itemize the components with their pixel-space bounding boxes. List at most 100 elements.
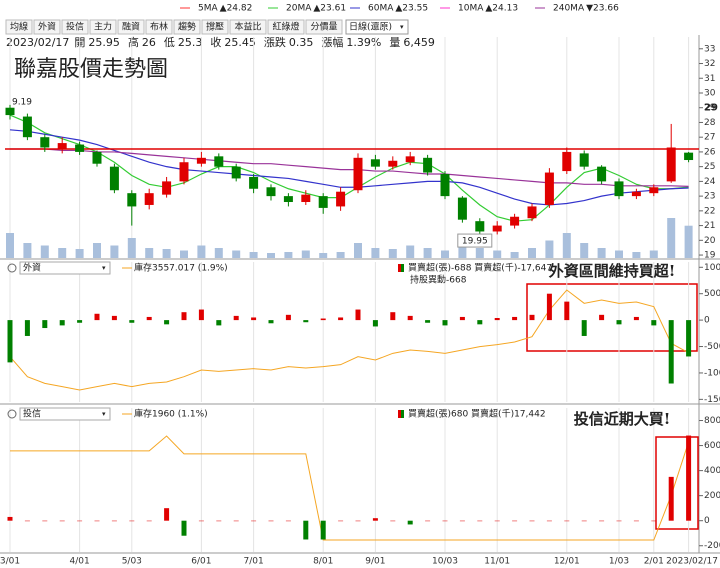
net-bar (651, 320, 657, 326)
y-tick-label: 27 (704, 133, 715, 143)
net-bar (320, 318, 326, 321)
net-bar (616, 520, 622, 522)
toolbar-button[interactable] (61, 19, 89, 35)
y-tick-label: 200 (704, 491, 720, 501)
net-bar (77, 320, 83, 323)
net-bar (285, 314, 291, 321)
net-bar (459, 520, 465, 522)
toolbar-button-label[interactable]: 本益比 (234, 21, 261, 33)
y-tick-label: 500 (704, 289, 720, 299)
toolbar-button-label[interactable]: 紅綠燈 (272, 21, 299, 33)
volume-bar (371, 248, 380, 258)
candle-body (231, 166, 241, 179)
toolbar-button-label[interactable]: 融資 (122, 21, 140, 33)
net-bar (146, 316, 152, 321)
net-bar (633, 316, 639, 321)
candle-body (457, 197, 467, 220)
net-bar (390, 520, 396, 522)
toolbar-button-label[interactable]: 布林 (150, 21, 168, 33)
toolbar-button-label[interactable]: 分價量 (310, 22, 337, 33)
net-bar (233, 520, 239, 522)
net-bar (164, 508, 170, 521)
net-bar (686, 320, 692, 357)
candle-body (249, 176, 259, 189)
net-bar (442, 320, 448, 326)
volume-bar (301, 250, 310, 258)
toolbar-button-label[interactable]: 主力 (94, 21, 112, 33)
volume-bar (214, 248, 223, 258)
toolbar-button[interactable] (305, 19, 343, 35)
net-bar (494, 520, 500, 522)
y-tick-label: 24 (704, 177, 716, 187)
net-bar (494, 318, 500, 321)
y-tick-label: 33 (704, 44, 715, 54)
legend-value: ▲23.61 (313, 4, 346, 14)
y-tick-label: 32 (704, 59, 715, 69)
toolbar-button[interactable] (89, 19, 117, 35)
net-bar (616, 320, 622, 325)
toolbar-button-label[interactable]: 撐壓 (206, 21, 224, 33)
toolbar-button[interactable] (5, 19, 33, 35)
toolbar-button[interactable] (117, 19, 145, 35)
volume-bar (40, 245, 49, 258)
period-select-label[interactable]: 日線(還原) (349, 21, 392, 33)
x-tick-label: 11/01 (484, 557, 510, 567)
net-bar (338, 317, 344, 321)
pane-title[interactable]: 投信 (23, 408, 41, 420)
net-bar (564, 301, 570, 321)
toolbar-button-label[interactable]: 趨勢 (178, 21, 196, 33)
net-bar (7, 516, 13, 521)
net-bar (407, 315, 413, 321)
ma-line (9, 114, 689, 222)
info-value: 6,459 (403, 36, 435, 49)
close-icon[interactable] (7, 409, 17, 419)
source-select[interactable] (19, 261, 111, 275)
net-bar (425, 320, 431, 323)
toolbar-button[interactable] (229, 19, 267, 35)
toolbar-button[interactable] (33, 19, 61, 35)
x-tick-label: 2/01 (644, 557, 664, 567)
source-select[interactable] (19, 407, 111, 421)
volume-bar (580, 243, 589, 258)
pane-title[interactable]: 外資 (23, 262, 41, 274)
holding-label: 庫存1960 (1.1%) (134, 408, 208, 420)
volume-bar (632, 252, 641, 258)
candle-body (405, 156, 415, 163)
net-bar (668, 476, 674, 521)
toolbar-button[interactable] (267, 19, 305, 35)
toolbar-button[interactable] (201, 19, 229, 35)
net-bar (512, 520, 518, 522)
volume-bar (597, 248, 606, 258)
toolbar-button-label[interactable]: 均線 (10, 21, 28, 33)
toolbar-button-label[interactable]: 外資 (38, 21, 56, 33)
candle-body (510, 216, 520, 226)
period-select[interactable] (345, 19, 409, 35)
y-tick-label: -500 (704, 342, 720, 352)
volume-bar (23, 243, 32, 258)
toolbar-button[interactable] (173, 19, 201, 35)
volume-bar (441, 250, 449, 258)
net-bar (390, 312, 396, 321)
volume-bar (510, 252, 519, 258)
candle-body (544, 172, 554, 205)
candle-body (162, 181, 172, 195)
volume-bar (180, 250, 188, 258)
net-bar (442, 520, 448, 522)
highlight-box (526, 283, 698, 352)
info-label: 收 (210, 35, 221, 49)
candle-body (388, 160, 398, 167)
toolbar-button-label[interactable]: 投信 (66, 21, 84, 33)
volume-bar (684, 225, 693, 258)
info-value: 0.35 (289, 36, 314, 49)
toolbar-button[interactable] (145, 19, 173, 35)
net-bar (651, 520, 657, 522)
net-bar (59, 520, 65, 522)
close-icon[interactable] (7, 263, 17, 273)
y-tick-label: 19 (704, 251, 716, 261)
net-bar (303, 520, 309, 540)
net-bar (129, 320, 135, 323)
legend-value: ▲23.55 (395, 4, 428, 14)
net-bar (564, 520, 570, 522)
net-bar (251, 520, 257, 522)
x-tick-label: 9/01 (365, 557, 385, 567)
